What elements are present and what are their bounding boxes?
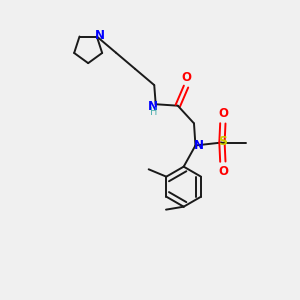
Text: N: N [148, 100, 158, 113]
Text: H: H [150, 107, 157, 117]
Text: O: O [181, 70, 191, 84]
Text: N: N [95, 28, 105, 41]
Text: O: O [218, 107, 228, 120]
Text: O: O [218, 165, 228, 178]
Text: S: S [218, 135, 227, 148]
Text: N: N [194, 139, 203, 152]
